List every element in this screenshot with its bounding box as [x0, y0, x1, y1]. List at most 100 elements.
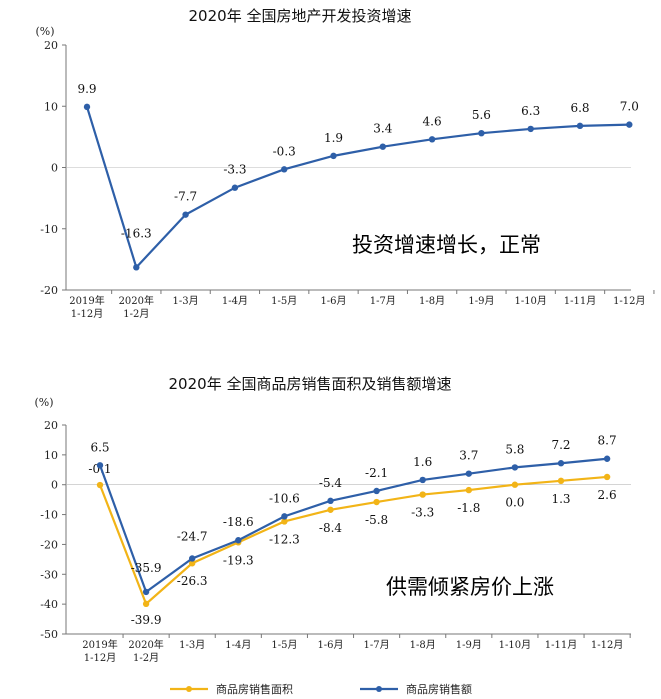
sales-growth-chart: 2020年 全国商品房销售面积及销售额增速 (%) 供需倾紧房价上涨 20 10 0…: [34, 375, 631, 696]
x-tick-label: 1-3月: [179, 639, 205, 651]
data-point: [96, 481, 104, 489]
legend-label: 商品房销售面积: [216, 682, 293, 696]
data-point: [527, 125, 534, 133]
data-label: -18.6: [223, 515, 254, 529]
data-point: [96, 462, 104, 469]
data-label: -26.3: [177, 574, 208, 588]
legend-marker: [376, 686, 382, 692]
data-label: -19.3: [223, 553, 254, 567]
data-point: [557, 477, 565, 485]
data-label: -12.3: [269, 532, 300, 546]
data-label: 6.5: [90, 440, 109, 454]
data-label: 6.3: [521, 104, 540, 118]
x-tick-label: 1-6月: [320, 295, 346, 307]
x-tick-label: 2020年: [119, 294, 154, 307]
data-label: -3.3: [411, 506, 434, 520]
data-label: 1.9: [324, 131, 343, 145]
data-point: [142, 588, 150, 596]
series-line: [98, 475, 608, 606]
legend-label: 商品房销售额: [406, 682, 472, 696]
chart2-y-unit: (%): [34, 396, 53, 409]
data-point: [281, 518, 288, 525]
x-tick-label: 1-7月: [364, 639, 390, 651]
data-point: [465, 470, 472, 477]
data-point: [373, 487, 380, 495]
x-tick-label: 1-4月: [225, 639, 251, 651]
data-label: 7.0: [620, 100, 639, 114]
x-tick-label: 1-11月: [545, 639, 577, 651]
data-label: -3.3: [223, 163, 246, 177]
data-point: [189, 555, 196, 562]
y-tick-label: -20: [40, 538, 58, 551]
y-tick-label: -20: [40, 284, 58, 297]
data-point: [327, 506, 334, 513]
data-label: 2.6: [598, 488, 617, 502]
x-tick-label: 1-10月: [514, 295, 546, 307]
chart1-title: 2020年 全国房地产开发投资增速: [189, 7, 412, 25]
x-tick-label: 1-6月: [317, 639, 343, 651]
data-label: 7.2: [551, 438, 570, 452]
x-tick-label: 1-2月: [133, 652, 159, 664]
data-point: [465, 486, 472, 494]
data-label: -35.9: [131, 561, 162, 575]
data-point: [281, 513, 288, 520]
data-label: 3.7: [459, 449, 478, 463]
chart2-annotation: 供需倾紧房价上涨: [386, 575, 554, 599]
data-label: -5.8: [365, 513, 388, 527]
data-point: [626, 121, 633, 128]
chart2-title: 2020年 全国商品房销售面积及销售额增速: [169, 375, 452, 393]
data-point: [478, 130, 485, 137]
y-tick-label: 20: [44, 39, 58, 52]
x-tick-label: 1-12月: [591, 639, 623, 651]
x-tick-label: 1-2月: [123, 308, 149, 320]
data-label: -5.4: [319, 476, 343, 490]
data-label: 5.6: [472, 108, 491, 122]
data-point: [419, 476, 426, 484]
data-label: -0.1: [88, 462, 111, 476]
data-label: -16.3: [121, 226, 152, 240]
data-point: [511, 481, 519, 488]
data-label: 6.8: [570, 101, 589, 115]
y-tick-label: 20: [44, 419, 58, 432]
investment-growth-chart: 2020年 全国房地产开发投资增速 (%) 投资增速增长，正常 20 10 0 -10…: [35, 7, 655, 320]
x-tick-label: 1-4月: [222, 295, 248, 307]
x-tick-label: 1-8月: [419, 295, 445, 307]
series-line: [98, 457, 608, 594]
data-label: -2.1: [365, 466, 388, 480]
data-label: -24.7: [177, 529, 208, 543]
x-tick-label: 2020年: [128, 638, 163, 651]
data-point: [379, 143, 386, 150]
data-point: [419, 491, 426, 498]
data-point: [557, 460, 565, 467]
data-point: [142, 600, 150, 608]
series-line: [85, 106, 630, 270]
data-label: 0.0: [505, 496, 524, 510]
x-tick-label: 1-9月: [456, 639, 482, 651]
y-tick-label: -50: [40, 628, 58, 641]
x-tick-label: 1-7月: [370, 295, 396, 307]
data-point: [235, 537, 242, 544]
x-tick-label: 1-8月: [410, 639, 436, 651]
x-tick-label: 1-5月: [271, 295, 297, 307]
y-tick-label: 10: [44, 449, 58, 462]
legend-marker: [186, 686, 192, 692]
data-label: -7.7: [174, 190, 197, 204]
data-label: 8.7: [598, 434, 617, 448]
data-label: -1.8: [457, 501, 480, 515]
data-point: [603, 455, 611, 462]
data-label: 1.6: [413, 455, 432, 469]
data-point: [511, 464, 519, 471]
x-tick-label: 1-9月: [468, 295, 494, 307]
y-tick-label: 10: [44, 100, 58, 113]
y-tick-label: -30: [40, 568, 58, 581]
data-point: [603, 473, 611, 481]
y-tick-label: -40: [40, 598, 58, 611]
data-point: [327, 497, 334, 505]
data-label: 5.8: [505, 442, 524, 456]
data-point: [428, 136, 436, 143]
chart1-annotation: 投资增速增长，正常: [352, 233, 541, 257]
data-point: [133, 264, 140, 271]
x-tick-label: 1-12月: [84, 652, 116, 664]
x-tick-label: 2019年: [82, 638, 117, 651]
